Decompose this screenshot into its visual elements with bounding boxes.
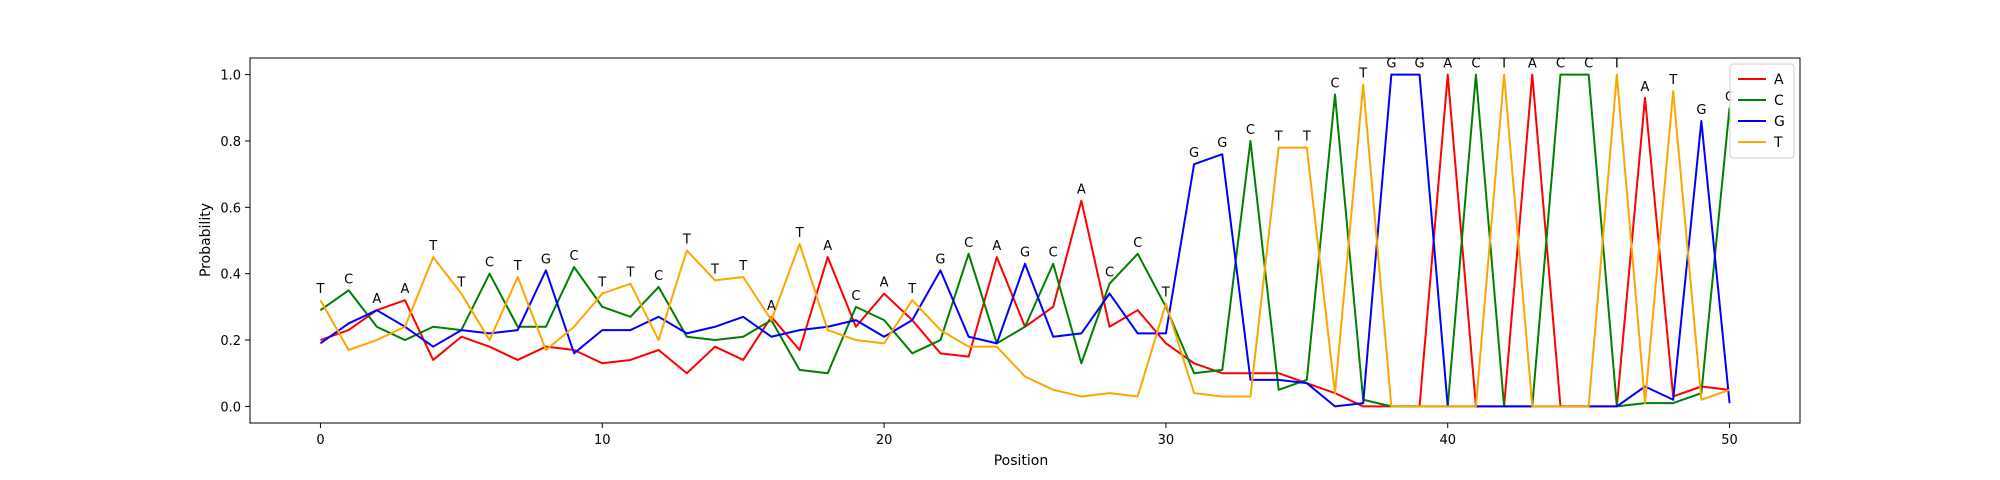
legend-label-C: C: [1774, 93, 1784, 109]
y-axis: 0.0 0.2 0.4 0.6 0.8 1.0: [220, 69, 250, 415]
peak-label: G: [1217, 136, 1227, 151]
y-tick-label: 0.4: [220, 268, 241, 283]
peak-label: T: [1499, 57, 1508, 72]
x-axis-label: Position: [994, 453, 1049, 469]
peak-label: G: [1189, 146, 1199, 161]
peak-label: C: [1246, 123, 1255, 138]
peak-label: T: [315, 282, 324, 297]
peak-label: T: [597, 276, 606, 291]
peak-label: A: [1443, 57, 1452, 72]
legend-box: [1729, 63, 1795, 159]
peak-label: G: [541, 252, 551, 267]
legend-label-T: T: [1773, 135, 1783, 151]
peak-label: T: [710, 262, 719, 277]
peak-label-layer: T C A A T T C T G C T T C T T T A T A C A T G C A G C A C C T G G C T T C T G G…: [315, 57, 1734, 314]
peak-label: T: [1161, 286, 1170, 301]
peak-label: G: [1386, 57, 1396, 72]
x-tick-label: 30: [1158, 433, 1175, 448]
peak-label: C: [1049, 246, 1058, 261]
legend-label-G: G: [1774, 114, 1785, 130]
peak-label: C: [1471, 57, 1480, 72]
peak-label: T: [456, 276, 465, 291]
plot-frame: [249, 57, 1801, 424]
peak-label: G: [935, 252, 945, 267]
peak-label: T: [738, 259, 747, 274]
x-tick-label: 50: [1721, 433, 1738, 448]
peak-label: A: [372, 292, 381, 307]
peak-label: T: [1274, 130, 1283, 145]
y-tick-label: 1.0: [220, 69, 241, 84]
peak-label: T: [795, 226, 804, 241]
peak-label: T: [513, 259, 522, 274]
peak-label: G: [1020, 246, 1030, 261]
x-tick-label: 0: [316, 433, 324, 448]
peak-label: A: [401, 282, 410, 297]
peak-label: T: [907, 282, 916, 297]
peak-label: T: [625, 266, 634, 281]
peak-label: A: [1641, 80, 1650, 95]
peak-label: G: [1415, 57, 1425, 72]
y-tick-label: 0.0: [220, 400, 241, 415]
peak-label: T: [1612, 57, 1621, 72]
peak-label: C: [1330, 77, 1339, 92]
x-tick-label: 10: [594, 433, 611, 448]
x-tick-label: 40: [1439, 433, 1456, 448]
x-tick-label: 20: [876, 433, 893, 448]
peak-label: C: [851, 289, 860, 304]
peak-label: A: [992, 239, 1001, 254]
series-line-T: [319, 73, 1730, 408]
peak-label: C: [1556, 57, 1565, 72]
y-tick-label: 0.6: [220, 201, 241, 216]
peak-label: A: [767, 299, 776, 314]
peak-label: C: [344, 272, 353, 287]
peak-label: T: [1302, 130, 1311, 145]
series-line-C: [319, 73, 1731, 408]
peak-label: A: [1077, 183, 1086, 198]
y-axis-label: Probability: [198, 203, 214, 277]
legend-label-A: A: [1774, 72, 1784, 88]
peak-label: C: [1584, 57, 1593, 72]
peak-label: A: [823, 239, 832, 254]
peak-label: T: [682, 232, 691, 247]
peak-label: C: [570, 249, 579, 264]
peak-label: T: [1668, 73, 1677, 88]
series-layer: [319, 73, 1731, 408]
peak-label: C: [1133, 236, 1142, 251]
y-tick-label: 0.8: [220, 135, 241, 150]
x-axis: 0 10 20 30 40 50: [316, 423, 1738, 448]
series-line-G: [319, 73, 1731, 408]
peak-label: A: [1528, 57, 1537, 72]
peak-label: A: [880, 276, 889, 291]
peak-label: C: [485, 256, 494, 271]
peak-label: T: [428, 239, 437, 254]
peak-label: C: [964, 236, 973, 251]
peak-label: C: [654, 269, 663, 284]
peak-label: C: [1105, 266, 1114, 281]
y-tick-label: 0.2: [220, 334, 241, 349]
peak-label: G: [1696, 103, 1706, 118]
peak-label: T: [1358, 67, 1367, 82]
